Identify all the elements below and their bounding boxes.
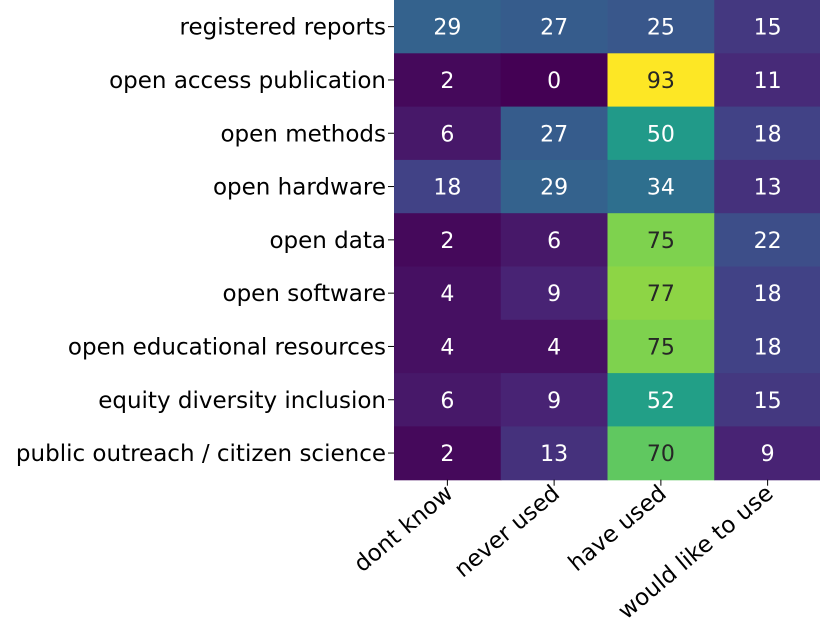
cell-value-label: 13 (754, 176, 782, 201)
cell-value-label: 13 (540, 442, 568, 467)
heatmap-cell (607, 319, 715, 374)
cell-value-label: 34 (647, 176, 675, 201)
heatmap-cell (607, 159, 715, 214)
cell-value-label: 4 (440, 335, 454, 360)
cell-value-label: 50 (647, 122, 675, 147)
cell-value-label: 25 (647, 16, 675, 41)
cell-value-label: 2 (440, 229, 454, 254)
cell-value-label: 18 (433, 176, 461, 201)
cell-value-label: 29 (433, 16, 461, 41)
heatmap-cell (714, 266, 820, 321)
heatmap-cell (500, 159, 609, 214)
cell-value-label: 6 (440, 389, 454, 414)
y-tick-label: open methods (220, 121, 386, 147)
y-tick-label: equity diversity inclusion (98, 388, 386, 414)
cell-value-label: 2 (440, 69, 454, 94)
cell-value-label: 4 (547, 335, 561, 360)
heatmap-cell (394, 106, 502, 161)
cell-value-label: 15 (754, 16, 782, 41)
heatmap-cell (607, 0, 715, 54)
heatmap-cell (607, 53, 715, 108)
cell-value-label: 75 (647, 335, 675, 360)
cell-value-label: 77 (647, 282, 675, 307)
cell-value-label: 18 (754, 335, 782, 360)
heatmap-cell (394, 0, 502, 54)
heatmap-cell (394, 266, 502, 321)
y-tick-label: open educational resources (68, 334, 386, 360)
heatmap-cell (607, 373, 715, 427)
heatmap-cell (607, 213, 715, 268)
heatmap-cell (394, 159, 502, 214)
cell-value-label: 27 (540, 122, 568, 147)
heatmap-cell (394, 53, 502, 108)
cell-value-label: 18 (754, 122, 782, 147)
y-tick-label: open hardware (213, 175, 386, 201)
cell-value-label: 75 (647, 229, 675, 254)
cell-value-label: 52 (647, 389, 675, 414)
cell-value-label: 93 (647, 69, 675, 94)
cell-value-label: 0 (547, 69, 561, 94)
heatmap-cell (607, 426, 715, 481)
heatmap-cell (714, 0, 820, 54)
y-tick-label: open software (223, 281, 386, 307)
x-tick-label: never used (450, 480, 565, 583)
cell-value-label: 18 (754, 282, 782, 307)
heatmap-cell (607, 266, 715, 321)
cell-value-label: 2 (440, 442, 454, 467)
heatmap-cell (500, 53, 609, 108)
y-tick-label: open data (269, 228, 386, 254)
heatmap-cell (500, 266, 609, 321)
heatmap-cell (500, 319, 609, 374)
cell-value-label: 4 (440, 282, 454, 307)
y-tick-label: open access publication (109, 68, 386, 94)
cell-value-label: 11 (754, 69, 782, 94)
heatmap-cell (394, 213, 502, 268)
cell-value-label: 9 (761, 442, 775, 467)
heatmap-cell (500, 106, 609, 161)
cell-value-label: 15 (754, 389, 782, 414)
heatmap-cell (714, 373, 820, 427)
cell-value-label: 6 (547, 229, 561, 254)
cell-value-label: 22 (754, 229, 782, 254)
heatmap-cell (714, 213, 820, 268)
heatmap-cell (394, 426, 502, 481)
heatmap-cell (500, 426, 609, 481)
y-tick-label: public outreach / citizen science (16, 441, 386, 467)
x-tick-label: dont know (349, 480, 458, 577)
heatmap-cell (394, 373, 502, 427)
heatmap-cell (714, 53, 820, 108)
heatmap-cell (500, 213, 609, 268)
heatmap-cell (714, 106, 820, 161)
y-axis-labels: registered reports open access publicatio… (16, 15, 394, 467)
cell-value-label: 6 (440, 122, 454, 147)
heatmap-cell (394, 319, 502, 374)
x-tick-label: have used (564, 480, 672, 576)
heatmap-cell (500, 0, 609, 54)
cell-value-label: 9 (547, 389, 561, 414)
heatmap-cell (607, 106, 715, 161)
y-tick-label: registered reports (180, 15, 386, 41)
cell-value-label: 9 (547, 282, 561, 307)
cell-value-label: 70 (647, 442, 675, 467)
heatmap-cell (500, 373, 609, 427)
cell-value-label: 27 (540, 16, 568, 41)
cell-value-label: 29 (540, 176, 568, 201)
heatmap-cell (714, 159, 820, 214)
heatmap-cell (714, 426, 820, 481)
heatmap-cell (714, 319, 820, 374)
